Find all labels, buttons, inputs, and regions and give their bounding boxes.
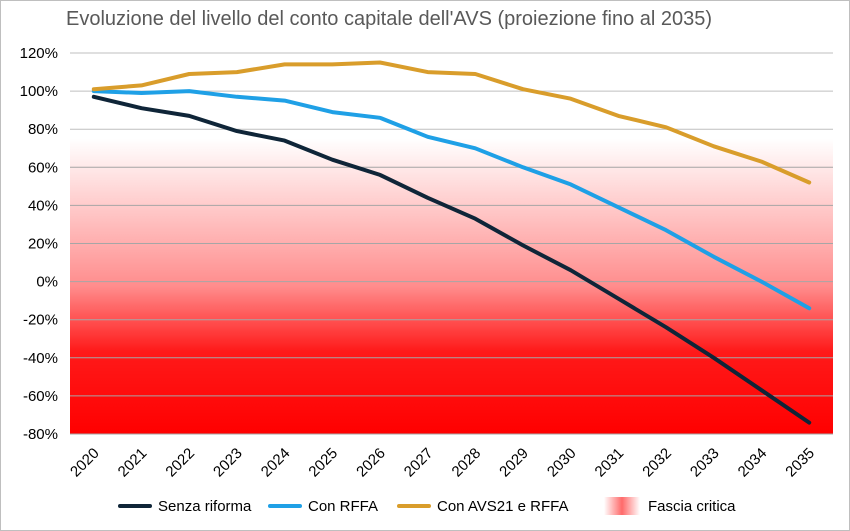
x-tick-label: 2030	[544, 445, 580, 481]
legend-swatch	[268, 504, 302, 508]
series-line-senza-riforma	[91, 94, 812, 425]
critical-band	[70, 138, 833, 434]
legend-item-fascia-critica: Fascia critica	[604, 494, 736, 518]
legend-label: Con RFFA	[308, 497, 379, 515]
legend-swatch-gradient	[604, 497, 640, 515]
series-line-con-avs21-e-rffa	[91, 60, 812, 185]
legend-item-con-avs21-e-rffa: Con AVS21 e RFFA	[397, 494, 568, 518]
x-tick-label: 2023	[210, 445, 246, 481]
y-tick-label: 60%	[28, 159, 58, 176]
y-tick-label: 100%	[20, 83, 58, 100]
x-tick-label: 2020	[67, 445, 103, 481]
legend-item-con-rffa: Con RFFA	[268, 494, 378, 518]
x-tick-label: 2031	[592, 445, 628, 481]
legend-swatch	[118, 504, 152, 508]
y-tick-label: 120%	[20, 45, 58, 62]
x-tick-label: 2034	[735, 445, 771, 481]
chart-title: Evoluzione del livello del conto capital…	[66, 8, 713, 30]
x-tick-label: 2027	[401, 445, 437, 481]
y-tick-label: 0%	[36, 274, 58, 291]
x-tick-label: 2028	[449, 445, 485, 481]
x-tick-label: 2025	[305, 445, 341, 481]
x-tick-label: 2026	[353, 445, 389, 481]
y-tick-label: -60%	[23, 388, 58, 405]
legend-label: Con AVS21 e RFFA	[437, 497, 569, 515]
legend-label: Senza riforma	[158, 497, 252, 515]
gridlines	[70, 52, 833, 435]
series-line-con-rffa	[91, 89, 812, 311]
x-tick-label: 2032	[639, 445, 675, 481]
y-axis: 120% 100% 80% 60% 40% 20% 0% -20% -40% -60% -80%	[20, 45, 58, 443]
y-tick-label: -40%	[23, 350, 58, 367]
x-tick-label: 2024	[258, 445, 294, 481]
legend-label: Fascia critica	[648, 497, 736, 515]
x-axis: 2020 2021 2022 2023 2024 2025 2026 2027 2028 2029…	[67, 445, 818, 481]
series-layer	[91, 60, 812, 425]
x-tick-label: 2035	[782, 445, 818, 481]
y-tick-label: 40%	[28, 197, 58, 214]
x-tick-label: 2033	[687, 445, 723, 481]
x-tick-label: 2022	[162, 445, 198, 481]
y-tick-label: -80%	[23, 426, 58, 443]
y-tick-label: 80%	[28, 121, 58, 138]
x-tick-label: 2021	[115, 445, 151, 481]
y-tick-label: -20%	[23, 312, 58, 329]
legend-item-senza-riforma: Senza riforma	[118, 494, 251, 518]
legend: Senza riforma Con RFFA Con AVS21 e RFFA …	[0, 494, 850, 520]
y-tick-label: 20%	[28, 236, 58, 253]
x-tick-label: 2029	[496, 445, 532, 481]
legend-swatch	[397, 504, 431, 508]
